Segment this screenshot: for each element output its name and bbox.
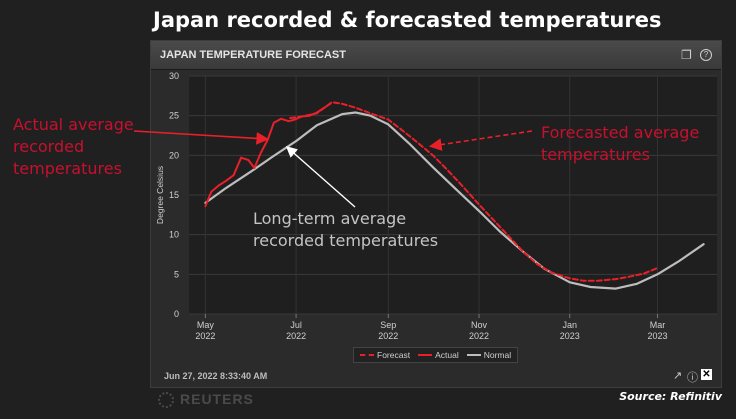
x-tick-label: 2022 — [195, 331, 215, 341]
chart-legend: Forecast Actual Normal — [353, 347, 519, 363]
y-tick-label: 30 — [169, 71, 179, 81]
x-tick-label: Jul — [290, 320, 302, 330]
legend-label-actual: Actual — [435, 350, 459, 360]
annotation-actual: Actual average recorded temperatures — [13, 114, 134, 180]
window-restore-icon[interactable]: ❐ — [681, 48, 692, 62]
x-tick-label: Jan — [562, 320, 577, 330]
x-tick-label: Sep — [380, 320, 396, 330]
legend-label-normal: Normal — [483, 350, 512, 360]
line-chart: 051015202530May2022Jul2022Sep2022Nov2022… — [155, 71, 717, 341]
headline: Japan recorded & forecasted temperatures — [153, 8, 662, 32]
reuters-logo-icon — [158, 392, 174, 409]
panel-header: JAPAN TEMPERATURE FORECAST ❐ ? — [151, 41, 721, 70]
info-icon[interactable]: ⓘ — [687, 372, 698, 384]
y-tick-label: 25 — [169, 111, 179, 121]
y-tick-label: 0 — [174, 309, 179, 319]
legend-item-actual[interactable]: Actual — [418, 350, 459, 360]
close-icon[interactable]: ✕ — [701, 369, 712, 380]
y-tick-label: 20 — [169, 150, 179, 160]
y-tick-label: 5 — [174, 269, 179, 279]
legend-item-normal[interactable]: Normal — [466, 350, 512, 360]
x-tick-label: 2022 — [286, 331, 306, 341]
annotation-forecast-line: Forecasted average — [541, 123, 700, 142]
annotation-forecast-line: temperatures — [541, 145, 650, 164]
y-tick-label: 10 — [169, 230, 179, 240]
annotation-actual-line: temperatures — [13, 159, 122, 178]
annotation-actual-line: Actual average — [13, 115, 134, 134]
help-icon[interactable]: ? — [700, 49, 712, 61]
source-note: Source: Refinitiv — [619, 390, 722, 403]
annotation-normal-line: Long-term average — [253, 209, 407, 228]
x-tick-label: 2022 — [469, 331, 489, 341]
x-tick-label: Mar — [650, 320, 666, 330]
timestamp: Jun 27, 2022 8:33:40 AM — [164, 371, 268, 381]
annotation-forecast: Forecasted average temperatures — [541, 122, 699, 166]
y-tick-label: 15 — [169, 190, 179, 200]
series-line-forecast — [289, 101, 659, 282]
legend-swatch-actual — [418, 354, 433, 356]
chart-panel: JAPAN TEMPERATURE FORECAST ❐ ? 0 5 10 15 20 2… — [150, 40, 722, 388]
legend-swatch-normal — [466, 354, 481, 356]
y-axis-label: Degree Celsius — [155, 166, 165, 224]
x-tick-label: Nov — [471, 320, 488, 330]
x-tick-label: 2022 — [378, 331, 398, 341]
x-tick-label: 2023 — [560, 331, 580, 341]
x-tick-label: May — [197, 320, 215, 330]
annotation-actual-line: recorded — [13, 137, 85, 156]
legend-item-forecast[interactable]: Forecast — [360, 350, 410, 360]
x-tick-label: 2023 — [647, 331, 667, 341]
external-link-icon[interactable]: ↗ — [673, 370, 683, 382]
reuters-wordmark: REUTERS — [180, 391, 254, 407]
annotation-normal: Long-term average recorded temperatures — [253, 208, 438, 252]
annotation-normal-line: recorded temperatures — [253, 231, 439, 250]
legend-swatch-forecast — [360, 354, 374, 356]
legend-label-forecast: Forecast — [377, 350, 411, 360]
series-line-normal — [204, 111, 705, 290]
reuters-watermark: REUTERS — [158, 391, 254, 409]
panel-title: JAPAN TEMPERATURE FORECAST — [160, 49, 346, 61]
